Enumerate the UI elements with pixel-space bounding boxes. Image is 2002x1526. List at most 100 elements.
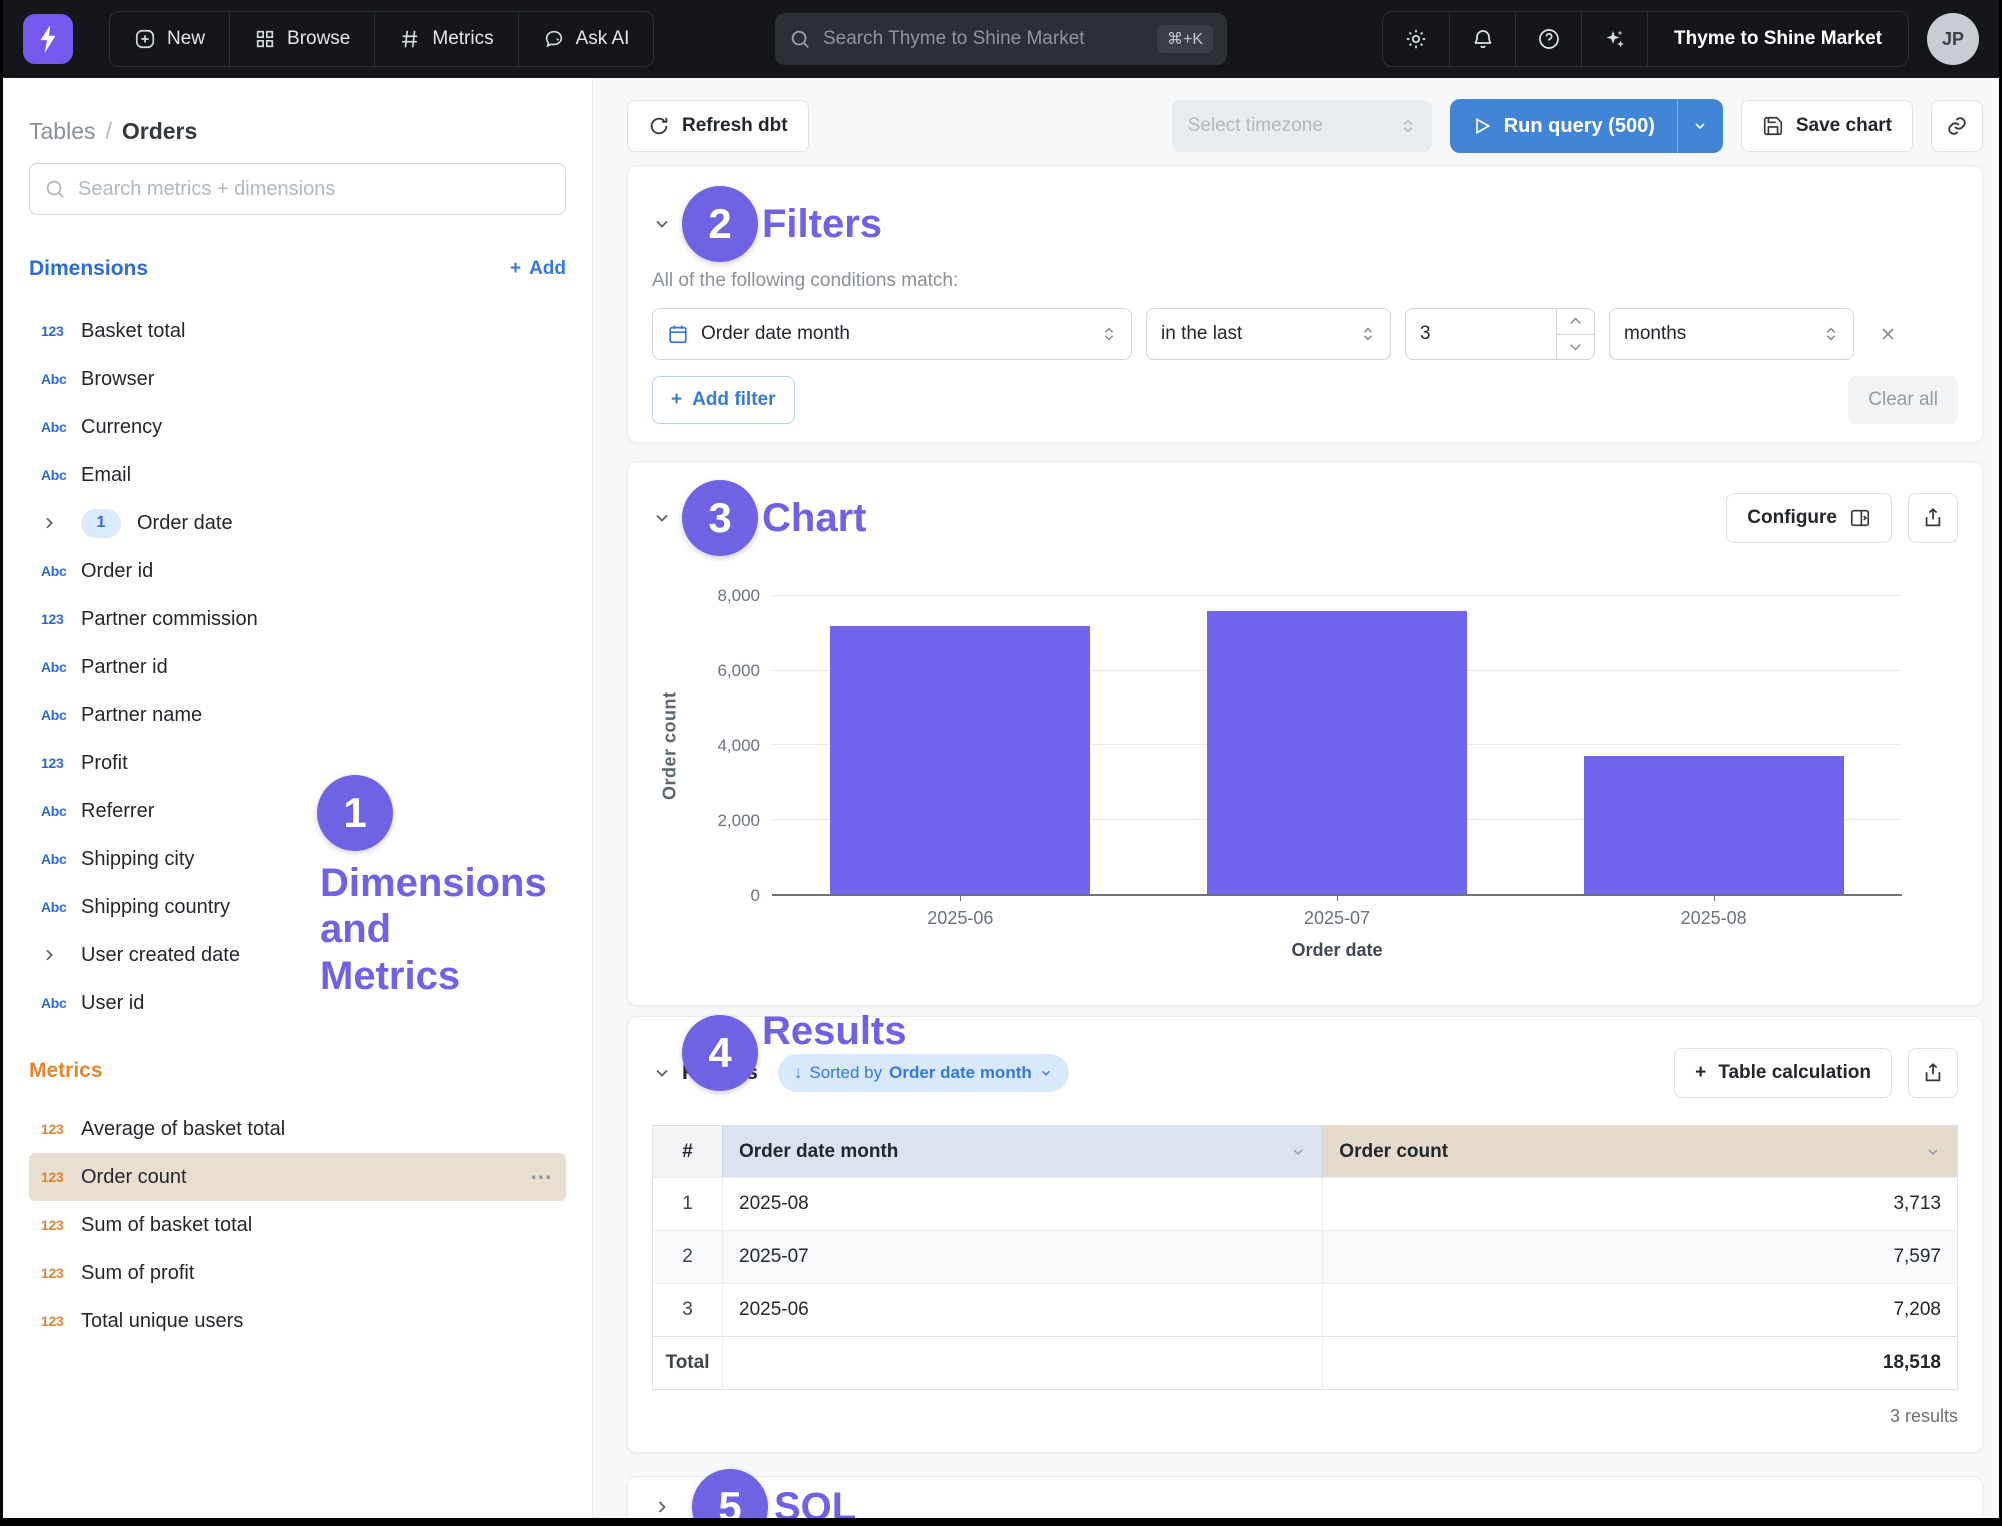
chevron-down-icon[interactable] xyxy=(1925,1144,1941,1160)
dimension-partner-name[interactable]: AbcPartner name xyxy=(29,691,566,739)
chevron-right-icon[interactable] xyxy=(41,947,81,963)
metric-total-unique-users[interactable]: 123Total unique users xyxy=(29,1297,566,1345)
filter-operator-value: in the last xyxy=(1161,323,1242,345)
filter-operator-select[interactable]: in the last xyxy=(1146,308,1391,360)
table-row[interactable]: 3 2025-06 7,208 xyxy=(653,1284,1958,1337)
dimension-label: User created date xyxy=(81,944,240,967)
fields-search[interactable] xyxy=(29,163,566,215)
dimension-browser[interactable]: AbcBrowser xyxy=(29,355,566,403)
filter-value-input[interactable] xyxy=(1406,323,1556,345)
refresh-dbt-button[interactable]: Refresh dbt xyxy=(627,100,809,152)
share-link-button[interactable] xyxy=(1931,100,1983,152)
timezone-select[interactable]: Select timezone xyxy=(1172,100,1432,152)
nav-ask-ai[interactable]: Ask AI xyxy=(518,12,654,66)
org-switcher[interactable]: Thyme to Shine Market xyxy=(1647,12,1908,66)
number-type-icon: 123 xyxy=(41,323,81,339)
app-logo[interactable] xyxy=(23,14,73,64)
add-filter-button[interactable]: + Add filter xyxy=(652,376,795,424)
fields-search-input[interactable] xyxy=(78,178,551,201)
plus-icon: + xyxy=(510,258,521,280)
dimension-basket-total[interactable]: 123Basket total xyxy=(29,307,566,355)
metric-label: Total unique users xyxy=(81,1310,243,1333)
filter-field-select[interactable]: Order date month xyxy=(652,308,1132,360)
nav-browse-label: Browse xyxy=(287,28,350,50)
dimension-label: Shipping country xyxy=(81,896,230,919)
plus-circle-icon xyxy=(134,28,156,50)
table-row[interactable]: 1 2025-08 3,713 xyxy=(653,1178,1958,1231)
annotation-badge-5: 5 xyxy=(692,1469,768,1518)
more-options-icon[interactable]: ⋯ xyxy=(530,1164,554,1190)
nav-askai-label: Ask AI xyxy=(576,28,630,50)
dimension-partner-id[interactable]: AbcPartner id xyxy=(29,643,566,691)
dimension-referrer[interactable]: AbcReferrer xyxy=(29,787,566,835)
stepper-up-button[interactable] xyxy=(1557,309,1594,335)
notifications-button[interactable] xyxy=(1449,12,1515,66)
metric-sum-basket-total[interactable]: 123Sum of basket total xyxy=(29,1201,566,1249)
chevron-down-icon[interactable] xyxy=(1290,1144,1306,1160)
dimension-label: Order id xyxy=(81,560,153,583)
global-search[interactable]: ⌘+K xyxy=(775,13,1227,65)
sorted-by-chip[interactable]: ↓ Sorted by Order date month xyxy=(778,1054,1069,1092)
order-date-month-header[interactable]: Order date month xyxy=(723,1126,1323,1178)
breadcrumb-tables[interactable]: Tables xyxy=(29,118,95,144)
table-row[interactable]: 2 2025-07 7,597 xyxy=(653,1231,1958,1284)
run-query-main[interactable]: Run query (500) xyxy=(1450,99,1677,153)
bell-icon xyxy=(1471,27,1495,51)
dimension-email[interactable]: AbcEmail xyxy=(29,451,566,499)
arrow-down-icon: ↓ xyxy=(794,1063,803,1083)
dimension-partner-commission[interactable]: 123Partner commission xyxy=(29,595,566,643)
run-query-dropdown[interactable] xyxy=(1677,99,1723,153)
avatar-initials: JP xyxy=(1942,29,1964,50)
add-dimension-button[interactable]: + Add xyxy=(510,258,566,280)
hash-icon xyxy=(399,28,421,50)
configure-chart-button[interactable]: Configure xyxy=(1726,493,1892,543)
sql-card[interactable]: 5 SQL xyxy=(627,1476,1983,1518)
nav-browse[interactable]: Browse xyxy=(229,12,374,66)
dimension-order-id[interactable]: AbcOrder id xyxy=(29,547,566,595)
nav-new[interactable]: New xyxy=(110,12,229,66)
clear-all-button[interactable]: Clear all xyxy=(1848,376,1958,424)
export-chart-button[interactable] xyxy=(1908,493,1958,543)
remove-filter-button[interactable] xyxy=(1878,324,1898,344)
help-button[interactable] xyxy=(1515,12,1581,66)
save-chart-button[interactable]: Save chart xyxy=(1741,100,1913,152)
dimension-currency[interactable]: AbcCurrency xyxy=(29,403,566,451)
dimension-order-date[interactable]: 1 Order date xyxy=(29,499,566,547)
panel-icon xyxy=(1849,507,1871,529)
run-query-button[interactable]: Run query (500) xyxy=(1450,99,1723,153)
string-type-icon: Abc xyxy=(41,659,81,675)
breadcrumb: Tables/Orders xyxy=(29,118,566,145)
bar-2025-07 xyxy=(1207,611,1467,894)
stepper-down-button[interactable] xyxy=(1557,335,1594,360)
string-type-icon: Abc xyxy=(41,995,81,1011)
collapse-chart-chevron[interactable] xyxy=(652,508,672,528)
user-avatar[interactable]: JP xyxy=(1927,13,1979,65)
settings-button[interactable] xyxy=(1383,12,1449,66)
string-type-icon: Abc xyxy=(41,899,81,915)
metric-average-basket-total[interactable]: 123Average of basket total xyxy=(29,1105,566,1153)
breadcrumb-orders: Orders xyxy=(122,118,197,144)
ai-assistant-button[interactable] xyxy=(1581,12,1647,66)
filter-unit-select[interactable]: months xyxy=(1609,308,1854,360)
metric-order-count[interactable]: 123 Order count ⋯ xyxy=(29,1153,566,1201)
collapse-results-chevron[interactable] xyxy=(652,1063,672,1083)
table-calculation-button[interactable]: + Table calculation xyxy=(1674,1048,1892,1098)
collapse-filters-chevron[interactable] xyxy=(652,214,672,234)
dimension-profit[interactable]: 123Profit xyxy=(29,739,566,787)
org-name: Thyme to Shine Market xyxy=(1674,28,1882,50)
global-search-input[interactable] xyxy=(823,28,1157,50)
expand-sql-chevron[interactable] xyxy=(652,1497,672,1517)
string-type-icon: Abc xyxy=(41,371,81,387)
number-type-icon: 123 xyxy=(41,1265,81,1281)
timezone-placeholder: Select timezone xyxy=(1188,115,1323,137)
refresh-icon xyxy=(648,115,670,137)
order-count-header[interactable]: Order count xyxy=(1323,1126,1958,1178)
dimension-label: Profit xyxy=(81,752,128,775)
dimension-label: Browser xyxy=(81,368,154,391)
metric-sum-profit[interactable]: 123Sum of profit xyxy=(29,1249,566,1297)
export-results-button[interactable] xyxy=(1908,1048,1958,1098)
chevron-right-icon[interactable] xyxy=(41,515,81,531)
nav-metrics[interactable]: Metrics xyxy=(374,12,517,66)
dimensions-header: Dimensions xyxy=(29,257,148,281)
metric-label: Sum of basket total xyxy=(81,1214,252,1237)
